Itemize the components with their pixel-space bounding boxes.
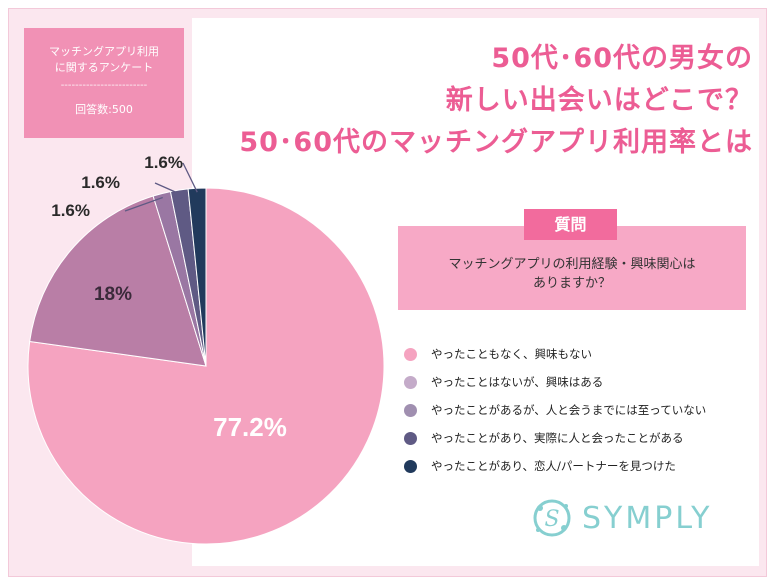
question-text-line1: マッチングアプリの利用経験・興味関心は: [448, 257, 696, 272]
leader-line-4: [154, 182, 181, 195]
legend-dot-icon: [404, 347, 417, 361]
legend-item-2: やったことはないが、興味はある: [404, 368, 764, 396]
data-label-2: 18%: [94, 284, 132, 305]
legend-dot-icon: [404, 375, 417, 389]
legend-dot-icon: [404, 459, 417, 473]
pie-slice-5: [187, 187, 207, 367]
brand-emblem-icon: S: [533, 499, 571, 537]
question-text-line2: ありますか？: [532, 276, 611, 291]
legend-label: やったことがあるが、人と会うまでには至っていない: [431, 403, 707, 417]
legend-dot-icon: [404, 403, 417, 417]
page-title: 50代･60代の男女の 新しい出会いはどこで？ 50･60代のマッチングアプリ利…: [239, 38, 753, 164]
data-label-1: 77.2%: [213, 412, 287, 442]
legend-item-1: やったこともなく、興味もない: [404, 340, 764, 368]
legend-label: やったことがあり、実際に人と会ったことがある: [431, 431, 684, 445]
pie-slice-1: [27, 187, 385, 545]
legend-item-3: やったことがあるが、人と会うまでには至っていない: [404, 396, 764, 424]
data-label-3: 1.6%: [51, 201, 90, 220]
legend-label: やったことはないが、興味はある: [431, 375, 604, 389]
survey-info-box: マッチングアプリ利用 に関するアンケート -------------------…: [24, 28, 184, 138]
title-line1: 50代･60代の男女の: [491, 43, 753, 74]
legend-dot-icon: [404, 431, 417, 445]
leader-line-5: [182, 162, 198, 193]
brand-name: SYMPLY: [582, 500, 713, 536]
legend-item-5: やったことがあり、恋人/パートナーを見つけた: [404, 452, 764, 480]
survey-title-line2: に関するアンケート: [54, 61, 154, 74]
leader-line-3: [124, 196, 163, 212]
title-line2: 新しい出会いはどこで？: [445, 85, 753, 116]
survey-title-line1: マッチングアプリ利用: [49, 45, 159, 58]
question-box: マッチングアプリの利用経験・興味関心は ありますか？: [398, 226, 746, 310]
chart-legend: やったこともなく、興味もない やったことはないが、興味はあるやったことがあるが、人…: [404, 340, 764, 480]
legend-label: やったこともなく、興味もない: [431, 347, 592, 361]
data-label-5: 1.6%: [144, 153, 183, 172]
pie-slice-2: [29, 195, 207, 367]
title-line3: 50･60代のマッチングアプリ利用率とは: [239, 127, 753, 158]
svg-text:S: S: [544, 507, 559, 532]
legend-label: やったことがあり、恋人/パートナーを見つけた: [431, 459, 676, 473]
data-label-4: 1.6%: [81, 173, 120, 192]
survey-respondents: 回答数:500: [75, 103, 133, 116]
survey-divider: ------------------------: [60, 80, 148, 91]
question-tag: 質問: [524, 209, 617, 240]
legend-item-4: やったことがあり、実際に人と会ったことがある: [404, 424, 764, 452]
brand-logo: S SYMPLY: [528, 494, 712, 542]
